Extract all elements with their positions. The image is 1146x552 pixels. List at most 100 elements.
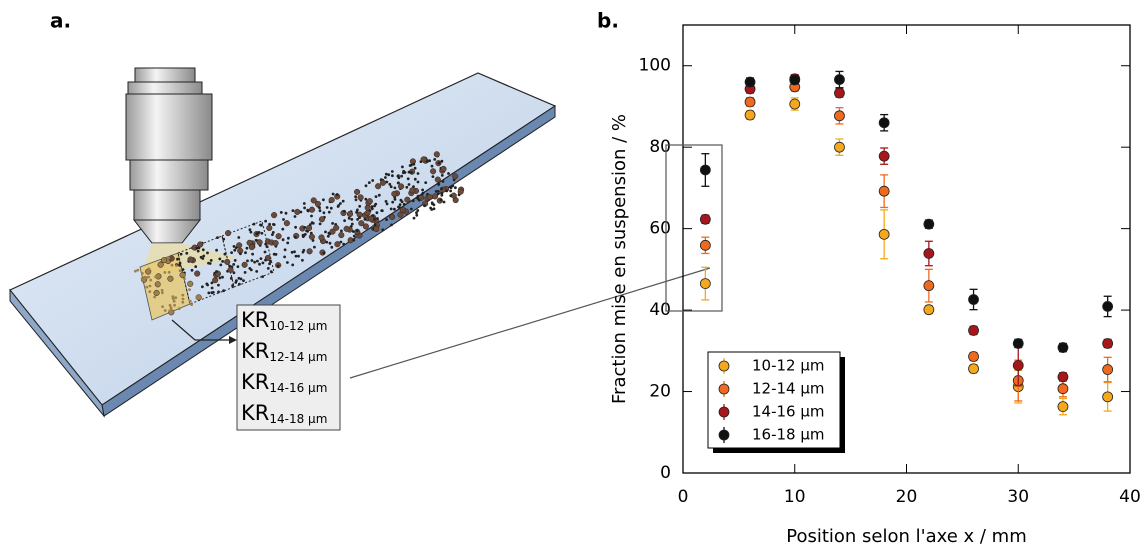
particle <box>401 165 404 169</box>
particle <box>250 259 254 262</box>
particle <box>440 187 443 191</box>
microscope <box>125 67 213 244</box>
particle <box>388 182 392 186</box>
legend-marker <box>718 360 730 372</box>
particle <box>326 234 330 238</box>
point <box>1102 338 1114 349</box>
particle <box>328 196 335 204</box>
particle <box>440 192 444 195</box>
particle <box>405 185 409 189</box>
particle <box>308 206 316 213</box>
particle <box>346 210 354 218</box>
legend-marker <box>718 383 730 395</box>
particle <box>339 240 343 244</box>
point <box>923 218 935 230</box>
particle <box>254 238 258 242</box>
particle <box>318 206 321 210</box>
particle <box>266 224 273 232</box>
particle <box>174 296 178 300</box>
particle <box>134 269 137 273</box>
particle <box>385 202 389 206</box>
particle <box>177 307 181 311</box>
particle <box>393 186 397 190</box>
particle <box>373 225 380 233</box>
particle <box>442 200 446 204</box>
particle <box>244 251 247 255</box>
particle <box>178 263 181 267</box>
particle <box>210 281 214 285</box>
particle <box>354 198 358 202</box>
particle <box>449 189 452 193</box>
particle <box>167 275 174 282</box>
particle <box>409 187 416 194</box>
particle <box>431 175 435 179</box>
particle <box>149 278 153 282</box>
particle <box>308 233 315 240</box>
kr-label: KR14-16 µm <box>241 370 327 395</box>
y-tick-label: 20 <box>649 382 671 402</box>
particle <box>261 275 264 278</box>
particle <box>263 250 267 254</box>
particle <box>327 210 331 214</box>
particle <box>431 193 439 200</box>
point <box>923 280 935 292</box>
particle <box>313 245 316 249</box>
particle <box>398 183 405 190</box>
particle <box>374 195 378 199</box>
particle <box>201 285 204 289</box>
particle <box>393 198 397 201</box>
y-axis-title: Fraction mise en suspension / % <box>609 114 630 404</box>
particle <box>183 277 186 281</box>
particle <box>314 200 321 207</box>
particle <box>293 235 297 239</box>
point <box>1057 342 1069 353</box>
particle <box>355 229 359 233</box>
particle <box>318 222 322 226</box>
x-tick-label: 0 <box>678 487 689 507</box>
particle <box>163 309 167 312</box>
particle <box>272 240 279 247</box>
x-axis-title: Position selon l'axe x / mm <box>786 526 1027 547</box>
particle <box>287 236 290 240</box>
particle <box>271 233 274 237</box>
particle <box>380 209 384 213</box>
particle <box>391 200 395 204</box>
kr-label: KR14-18 µm <box>241 401 327 426</box>
point <box>834 141 845 153</box>
particle <box>231 284 235 288</box>
particle <box>439 198 443 202</box>
particle <box>381 228 385 232</box>
particle <box>281 227 285 231</box>
particle <box>232 245 236 248</box>
particle <box>297 254 300 258</box>
particle <box>255 270 259 273</box>
particle <box>190 268 194 272</box>
particle <box>433 151 440 158</box>
particle <box>236 265 240 268</box>
particle <box>216 236 219 240</box>
particle <box>286 241 290 245</box>
particle <box>239 252 242 256</box>
legend-label: 16-18 µm <box>752 426 825 444</box>
particle <box>253 260 256 264</box>
particle <box>399 206 406 213</box>
particle <box>421 191 425 195</box>
particle <box>169 306 173 310</box>
particle <box>358 216 361 220</box>
particle <box>187 256 194 263</box>
particle <box>168 303 172 307</box>
particle <box>384 200 388 203</box>
particle <box>256 239 263 246</box>
zone-outline <box>221 220 275 288</box>
particle <box>385 218 388 222</box>
particle <box>163 271 167 274</box>
arrow-head <box>229 336 237 344</box>
particle <box>218 276 222 280</box>
particle <box>400 174 403 178</box>
particle <box>406 177 410 181</box>
particle <box>275 233 282 240</box>
particle <box>265 245 269 249</box>
particle <box>170 263 174 267</box>
particle <box>437 190 440 193</box>
